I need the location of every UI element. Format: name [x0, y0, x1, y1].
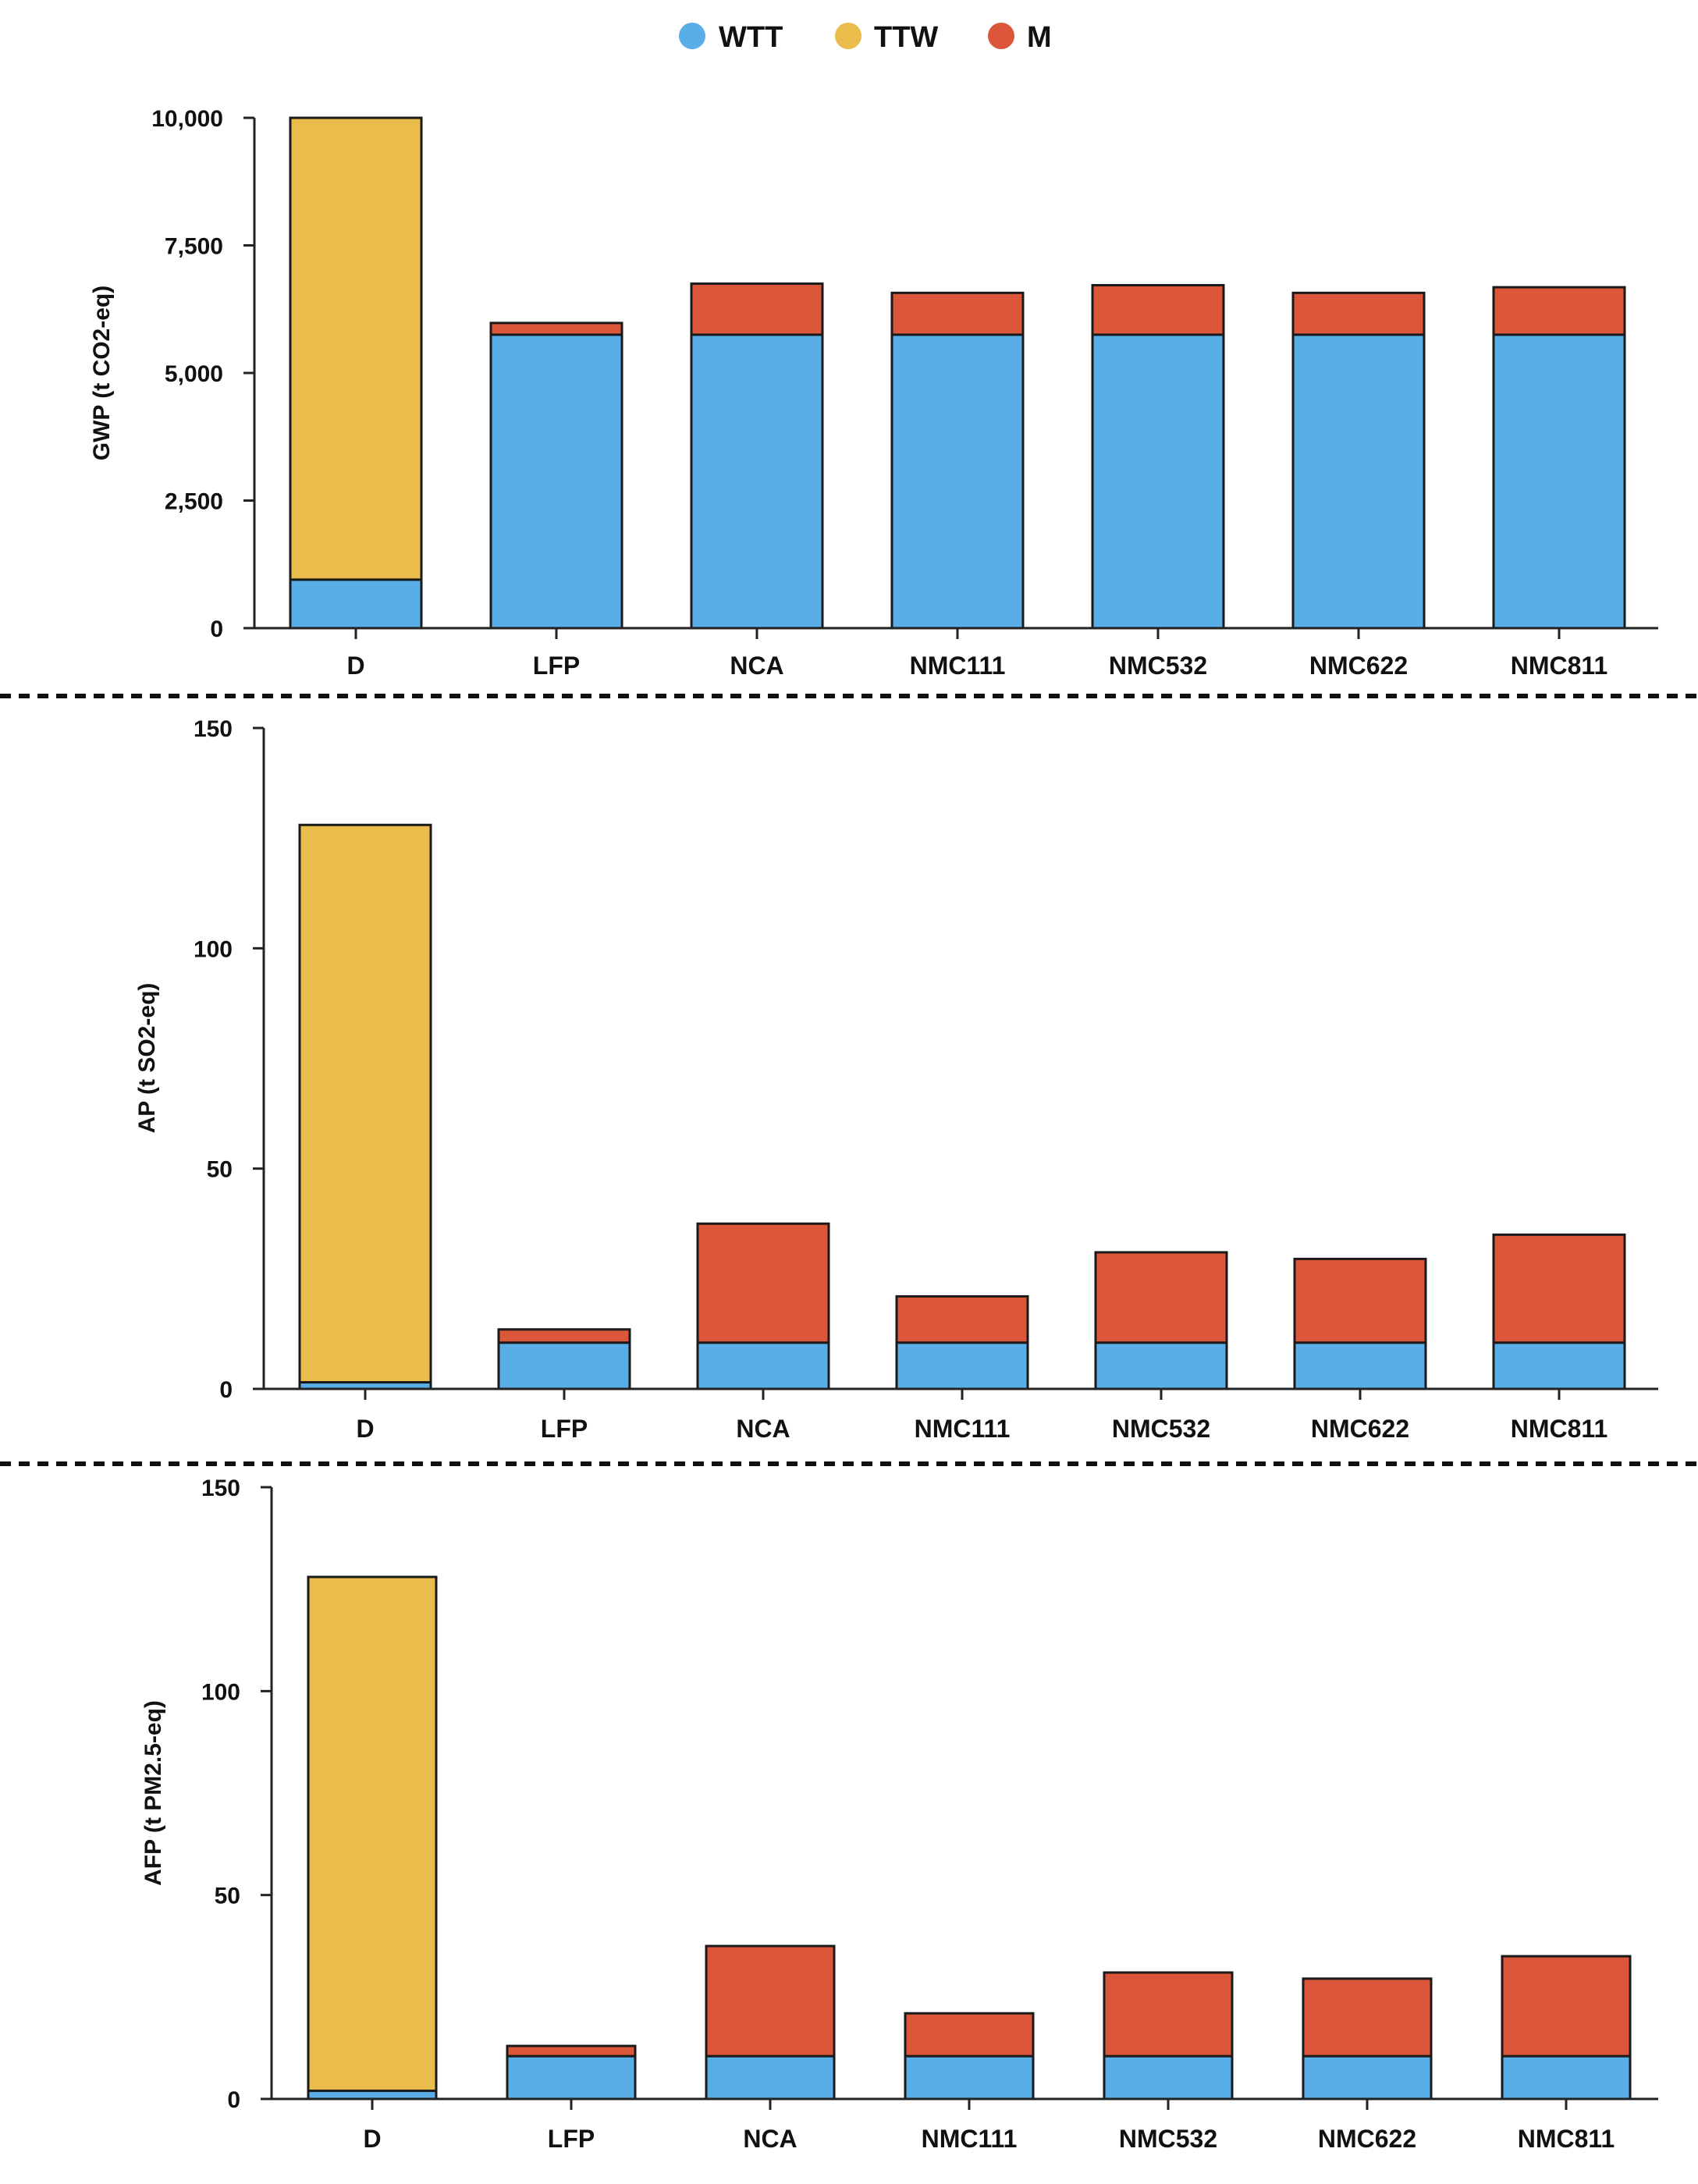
afp-bar-nmc811-wtt: [1501, 2054, 1632, 2101]
gwp-bar-d-ttw: [289, 116, 423, 581]
gwp-bar-d-wtt: [289, 578, 423, 630]
ap-ytick-label: 100: [194, 936, 233, 962]
gwp-ytick-label: 5,000: [165, 361, 223, 387]
legend-label-m: M: [1027, 21, 1052, 54]
ap-bar-nca-m: [696, 1222, 830, 1344]
afp-xtick-label-nmc622: NMC622: [1318, 2125, 1416, 2153]
ap-ytick-label: 0: [219, 1377, 233, 1403]
afp-xtick-label-d: D: [363, 2125, 381, 2153]
gwp-bar-nmc622-m: [1291, 291, 1426, 336]
afp-xtick-label-nmc532: NMC532: [1119, 2125, 1217, 2153]
afp-y-axis-label: AFP (t PM2.5-eq): [140, 1700, 166, 1886]
gwp-xtick-label-nmc532: NMC532: [1109, 652, 1207, 680]
gwp-ytick-label: 7,500: [165, 234, 223, 260]
ap-xtick-label-nmc111: NMC111: [915, 1415, 1011, 1443]
afp-chart: D LFP NCA NMC111 NMC532 NMC622 NMC811 0 50 100 150…: [140, 1476, 1658, 2153]
legend-marker-wtt: [679, 23, 705, 49]
ap-chart: D LFP NCA NMC111 NMC532 NMC622 NMC811 0 50 100 150…: [134, 716, 1658, 1443]
afp-bar-lfp-wtt: [506, 2054, 637, 2101]
ap-xtick-label-nca: NCA: [736, 1415, 790, 1443]
afp-ytick-label: 50: [215, 1884, 240, 1909]
afp-ytick-label: 0: [227, 2087, 240, 2113]
ap-xtick-label-nmc532: NMC532: [1112, 1415, 1210, 1443]
ap-xtick-label-d: D: [356, 1415, 374, 1443]
ap-bar-nmc532-wtt: [1094, 1341, 1228, 1390]
ap-bar-lfp-m: [497, 1328, 631, 1344]
legend-marker-m: [988, 23, 1014, 49]
legend: WTT TTW M: [679, 21, 1052, 54]
ap-bar-nmc622-wtt: [1293, 1341, 1427, 1390]
gwp-xtick-label-nmc111: NMC111: [910, 652, 1006, 680]
afp-ytick-label: 100: [201, 1679, 240, 1705]
afp-bar-nmc111-m: [904, 2012, 1035, 2058]
gwp-bar-nmc111-wtt: [890, 333, 1025, 630]
ap-bar-nmc111-m: [895, 1294, 1029, 1344]
afp-bar-nmc532-m: [1103, 1971, 1234, 2058]
ap-ytick-label: 150: [194, 716, 233, 742]
gwp-xtick-label-nca: NCA: [730, 652, 783, 680]
gwp-bar-nmc811-m: [1492, 286, 1626, 336]
gwp-ytick-label: 10,000: [151, 106, 223, 132]
gwp-bar-nmc622-wtt: [1291, 333, 1426, 630]
gwp-ytick-label: 0: [210, 616, 223, 642]
gwp-bar-nmc532-m: [1091, 284, 1225, 336]
afp-bar-nmc811-m: [1501, 1955, 1632, 2058]
afp-bar-d-wtt: [307, 2090, 438, 2101]
gwp-xtick-label-nmc811: NMC811: [1511, 652, 1608, 680]
ap-bar-nca-wtt: [696, 1341, 830, 1390]
afp-bar-nmc622-wtt: [1302, 2054, 1433, 2101]
gwp-bar-nmc811-wtt: [1492, 333, 1626, 630]
legend-marker-ttw: [835, 23, 861, 49]
ap-bar-d-ttw: [298, 823, 432, 1384]
gwp-xtick-label-d: D: [346, 652, 364, 680]
gwp-bar-nca-m: [690, 282, 824, 336]
afp-xtick-label-lfp: LFP: [548, 2125, 595, 2153]
gwp-chart: D LFP NCA NMC111 NMC532 NMC622 NMC811 0 2,500 5,0…: [89, 106, 1658, 680]
gwp-bar-lfp-wtt: [489, 333, 623, 630]
gwp-bar-nca-wtt: [690, 333, 824, 630]
gwp-ytick-label: 2,500: [165, 489, 223, 515]
ap-xtick-label-nmc622: NMC622: [1311, 1415, 1409, 1443]
afp-xtick-label-nmc811: NMC811: [1518, 2125, 1615, 2153]
gwp-bar-lfp-m: [489, 321, 623, 336]
ap-bar-nmc532-m: [1094, 1251, 1228, 1344]
ap-bar-lfp-wtt: [497, 1341, 631, 1390]
gwp-bar-nmc111-m: [890, 291, 1025, 336]
afp-bar-nmc111-wtt: [904, 2054, 1035, 2101]
afp-bar-nca-wtt: [705, 2054, 836, 2101]
afp-bar-nca-m: [705, 1944, 836, 2058]
gwp-xtick-label-nmc622: NMC622: [1309, 652, 1408, 680]
gwp-xtick-label-lfp: LFP: [533, 652, 580, 680]
ap-ytick-label: 50: [207, 1157, 233, 1183]
ap-bar-nmc811-wtt: [1492, 1341, 1626, 1390]
afp-bar-d-ttw: [307, 1575, 438, 2093]
gwp-bar-nmc532-wtt: [1091, 333, 1225, 630]
ap-y-axis-label: AP (t SO2-eq): [134, 983, 160, 1134]
ap-bar-nmc622-m: [1293, 1257, 1427, 1344]
legend-label-ttw: TTW: [874, 21, 938, 54]
legend-label-wtt: WTT: [719, 21, 783, 54]
afp-ytick-label: 150: [201, 1476, 240, 1501]
afp-bar-nmc622-m: [1302, 1977, 1433, 2058]
ap-bar-nmc811-m: [1492, 1233, 1626, 1344]
afp-bar-nmc532-wtt: [1103, 2054, 1234, 2101]
ap-xtick-label-lfp: LFP: [541, 1415, 588, 1443]
afp-xtick-label-nmc111: NMC111: [922, 2125, 1018, 2153]
afp-xtick-label-nca: NCA: [743, 2125, 797, 2153]
afp-bar-lfp-m: [506, 2044, 637, 2058]
gwp-y-axis-label: GWP (t CO2-eq): [89, 286, 115, 460]
ap-xtick-label-nmc811: NMC811: [1511, 1415, 1608, 1443]
ap-bar-nmc111-wtt: [895, 1341, 1029, 1390]
